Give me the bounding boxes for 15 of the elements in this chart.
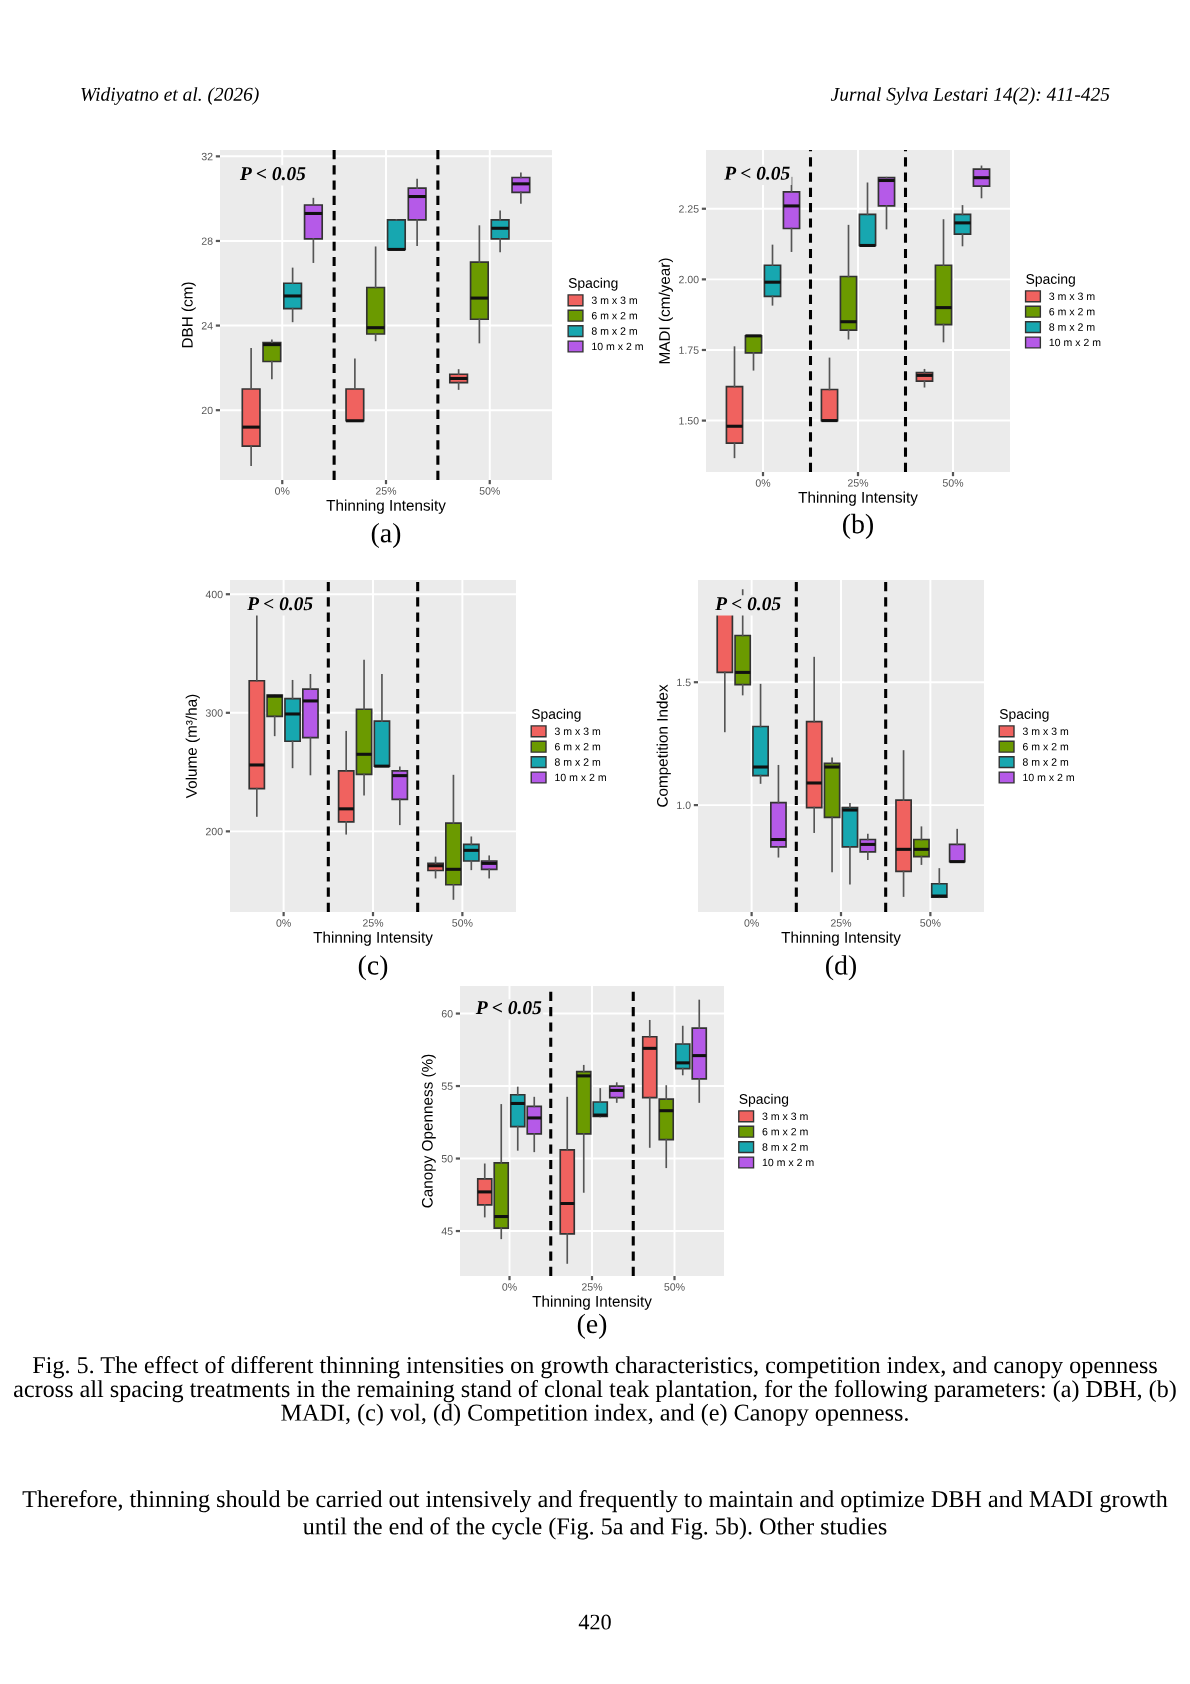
text: (c)	[358, 955, 388, 981]
text: (e)	[577, 1313, 607, 1339]
text: Therefore, thinning should be carried out intensively and frequently to maintain and optimize DBH and MADI growth until the end of the cycle (Fig. 5a and Fig. 5b). Other studies	[22, 1490, 1168, 1540]
annotation: P < 0.05	[715, 597, 781, 611]
annotation: P < 0.05	[475, 1001, 542, 1015]
caption: Fig. 5. The effect of different thinning intensities on growth characteristics, competition index, and canopy openness across all spacing treatments in the remaining stand of clonal teak plantation, for the following parameters: (a) DBH, (b) MADI, (c) vol, (d) Competition index, and (e) Canopy openness.	[14, 1356, 1176, 1426]
text: (b)	[843, 513, 873, 540]
annotation: P < 0.05	[724, 166, 790, 180]
text: Widiyatno et al. (2026)	[81, 87, 259, 105]
annotation: P < 0.05	[239, 167, 306, 181]
text: Jurnal Sylva Lestari 14(2): 411-425	[830, 87, 1110, 105]
text: 420	[578, 1614, 611, 1630]
annotation: P < 0.05	[247, 597, 313, 611]
text: (a)	[371, 522, 401, 549]
text: (d)	[826, 955, 856, 981]
